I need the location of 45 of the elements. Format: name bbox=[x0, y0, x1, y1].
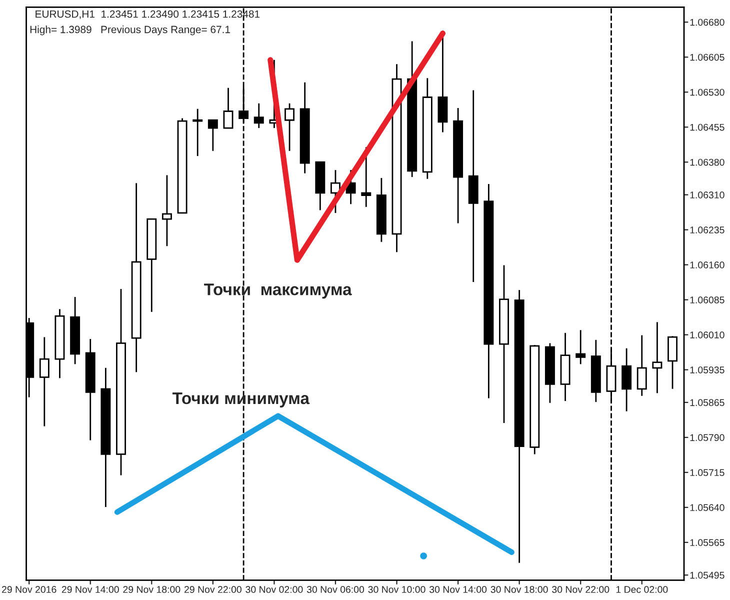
annotation: Точки максимума bbox=[204, 284, 352, 299]
x-tick-label: 30 Nov 22:00 bbox=[552, 586, 610, 593]
x-tick-label: 30 Nov 10:00 bbox=[368, 586, 426, 593]
text: High= 1.3989 Previous Days Range= 67.1 bbox=[30, 26, 230, 36]
candlestick bbox=[223, 87, 234, 129]
chart-title: EURUSD,H1 1.23451 1.23490 1.23415 1.23481 bbox=[36, 10, 260, 19]
candlestick bbox=[162, 174, 172, 247]
x-tick-label: 30 Nov 14:00 bbox=[430, 586, 487, 593]
candlestick bbox=[208, 119, 218, 152]
x-tick-label: 29 Nov 18:00 bbox=[123, 586, 180, 593]
y-tick-label: 1.06235 bbox=[690, 226, 724, 234]
y-tick-label: 1.06605 bbox=[690, 54, 724, 61]
y-tick-label: 1.05790 bbox=[690, 434, 724, 442]
candlestick bbox=[668, 335, 678, 390]
candlestick bbox=[284, 102, 295, 152]
candlestick bbox=[622, 348, 632, 412]
y-tick-label: 1.05935 bbox=[690, 366, 724, 374]
candlestick bbox=[254, 102, 264, 129]
y-tick-label: 1.06455 bbox=[690, 124, 724, 131]
candlestick bbox=[652, 321, 662, 394]
candlestick bbox=[39, 336, 50, 427]
candlestick bbox=[361, 146, 372, 208]
candlestick bbox=[192, 108, 203, 157]
x-tick-label: 29 Nov 22:00 bbox=[184, 586, 242, 593]
y-tick-label: 1.06085 bbox=[690, 296, 724, 304]
y-tick-label: 1.05715 bbox=[690, 469, 724, 476]
x-tick-label: 29 Nov 2016 bbox=[2, 586, 56, 593]
candlestick bbox=[576, 329, 586, 365]
x-tick-label: 29 Nov 14:00 bbox=[62, 586, 119, 593]
y-tick-label: 1.06530 bbox=[690, 88, 724, 96]
x-tick-label: 1 Dec 02:00 bbox=[616, 586, 668, 593]
x-tick-label: 30 Nov 06:00 bbox=[306, 586, 364, 593]
y-tick-label: 1.06010 bbox=[690, 331, 724, 338]
y-tick-label: 1.06680 bbox=[690, 18, 724, 26]
y-tick-label: 1.05495 bbox=[690, 572, 724, 579]
y-tick-label: 1.05640 bbox=[690, 504, 724, 512]
y-tick-label: 1.06380 bbox=[690, 158, 724, 166]
y-tick-label: 1.05865 bbox=[690, 399, 724, 406]
y-tick-label: 1.05565 bbox=[690, 539, 724, 546]
annotation: Точки минимума bbox=[172, 392, 310, 408]
x-tick-label: 30 Nov 02:00 bbox=[246, 586, 303, 593]
candlestick bbox=[636, 334, 647, 397]
x-tick-label: 30 Nov 18:00 bbox=[490, 586, 548, 593]
y-tick-label: 1.06160 bbox=[690, 262, 724, 268]
y-tick-label: 1.06310 bbox=[690, 192, 724, 198]
